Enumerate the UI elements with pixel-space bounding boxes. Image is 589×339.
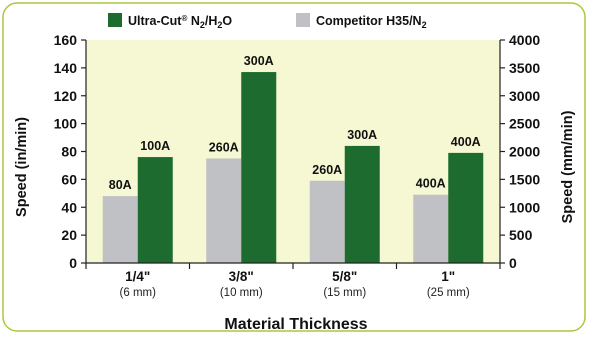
x-tick-label-1: 1/4" [125, 269, 150, 284]
bar-s2-4 [448, 152, 484, 263]
y-tick-label-4: 80 [61, 144, 77, 160]
x-axis-title: Material Thickness [224, 316, 367, 333]
data-label-s1-2: 260A [209, 140, 239, 154]
bar-s1-4 [413, 194, 449, 263]
legend-label-competitor: Competitor H35/N2 [316, 14, 427, 30]
bar-s2-2 [241, 72, 277, 264]
legend-swatch-competitor [296, 13, 310, 27]
y2-tick-label-4: 2000 [509, 144, 540, 160]
legend-label-ultracut: Ultra-Cut® N2/H2O [128, 14, 232, 30]
y2-axis-title: Speed (mm/min) [560, 110, 576, 223]
y-tick-label-1: 20 [61, 227, 77, 243]
y2-tick-label-1: 500 [509, 227, 533, 243]
x-tick-sublabel-4: (25 mm) [427, 287, 470, 299]
y2-tick-label-6: 3000 [509, 88, 540, 104]
data-label-s2-2: 300A [244, 54, 274, 68]
x-tick-sublabel-3: (15 mm) [323, 287, 366, 299]
data-label-s2-3: 300A [347, 128, 377, 142]
y2-tick-label-7: 3500 [509, 60, 540, 76]
y2-tick-label-8: 4000 [509, 32, 540, 48]
legend: Ultra-Cut® N2/H2O Competitor H35/N2 [108, 13, 427, 30]
x-tick-sublabel-2: (10 mm) [220, 287, 263, 299]
y-tick-label-7: 140 [54, 60, 78, 76]
y-axis-title: Speed (in/min) [14, 117, 30, 217]
y2-tick-label-0: 0 [509, 255, 517, 271]
y-tick-label-8: 160 [54, 32, 78, 48]
data-label-s2-1: 100A [140, 139, 170, 153]
y-tick-label-3: 60 [61, 171, 77, 187]
data-label-s1-1: 80A [109, 178, 132, 192]
y-tick-label-2: 40 [61, 199, 77, 215]
data-label-s1-4: 400A [416, 177, 446, 191]
x-tick-sublabel-1: (6 mm) [120, 287, 157, 299]
bar-s1-3 [309, 180, 345, 263]
y2-tick-label-5: 2500 [509, 116, 540, 132]
bar-s1-2 [206, 158, 242, 263]
x-tick-label-4: 1" [441, 269, 455, 284]
data-label-s1-3: 260A [312, 163, 342, 177]
y-tick-label-5: 100 [54, 116, 78, 132]
x-tick-label-2: 3/8" [229, 269, 254, 284]
y2-tick-label-3: 1500 [509, 171, 540, 187]
y-tick-label-0: 0 [69, 255, 77, 271]
data-label-s2-4: 400A [451, 135, 481, 149]
bar-s2-3 [344, 145, 380, 263]
legend-swatch-ultracut [108, 13, 122, 27]
x-tick-label-3: 5/8" [332, 269, 357, 284]
y2-tick-label-2: 1000 [509, 199, 540, 215]
bar-s1-1 [102, 196, 138, 263]
bar-s2-1 [137, 157, 173, 263]
y-tick-label-6: 120 [54, 88, 78, 104]
